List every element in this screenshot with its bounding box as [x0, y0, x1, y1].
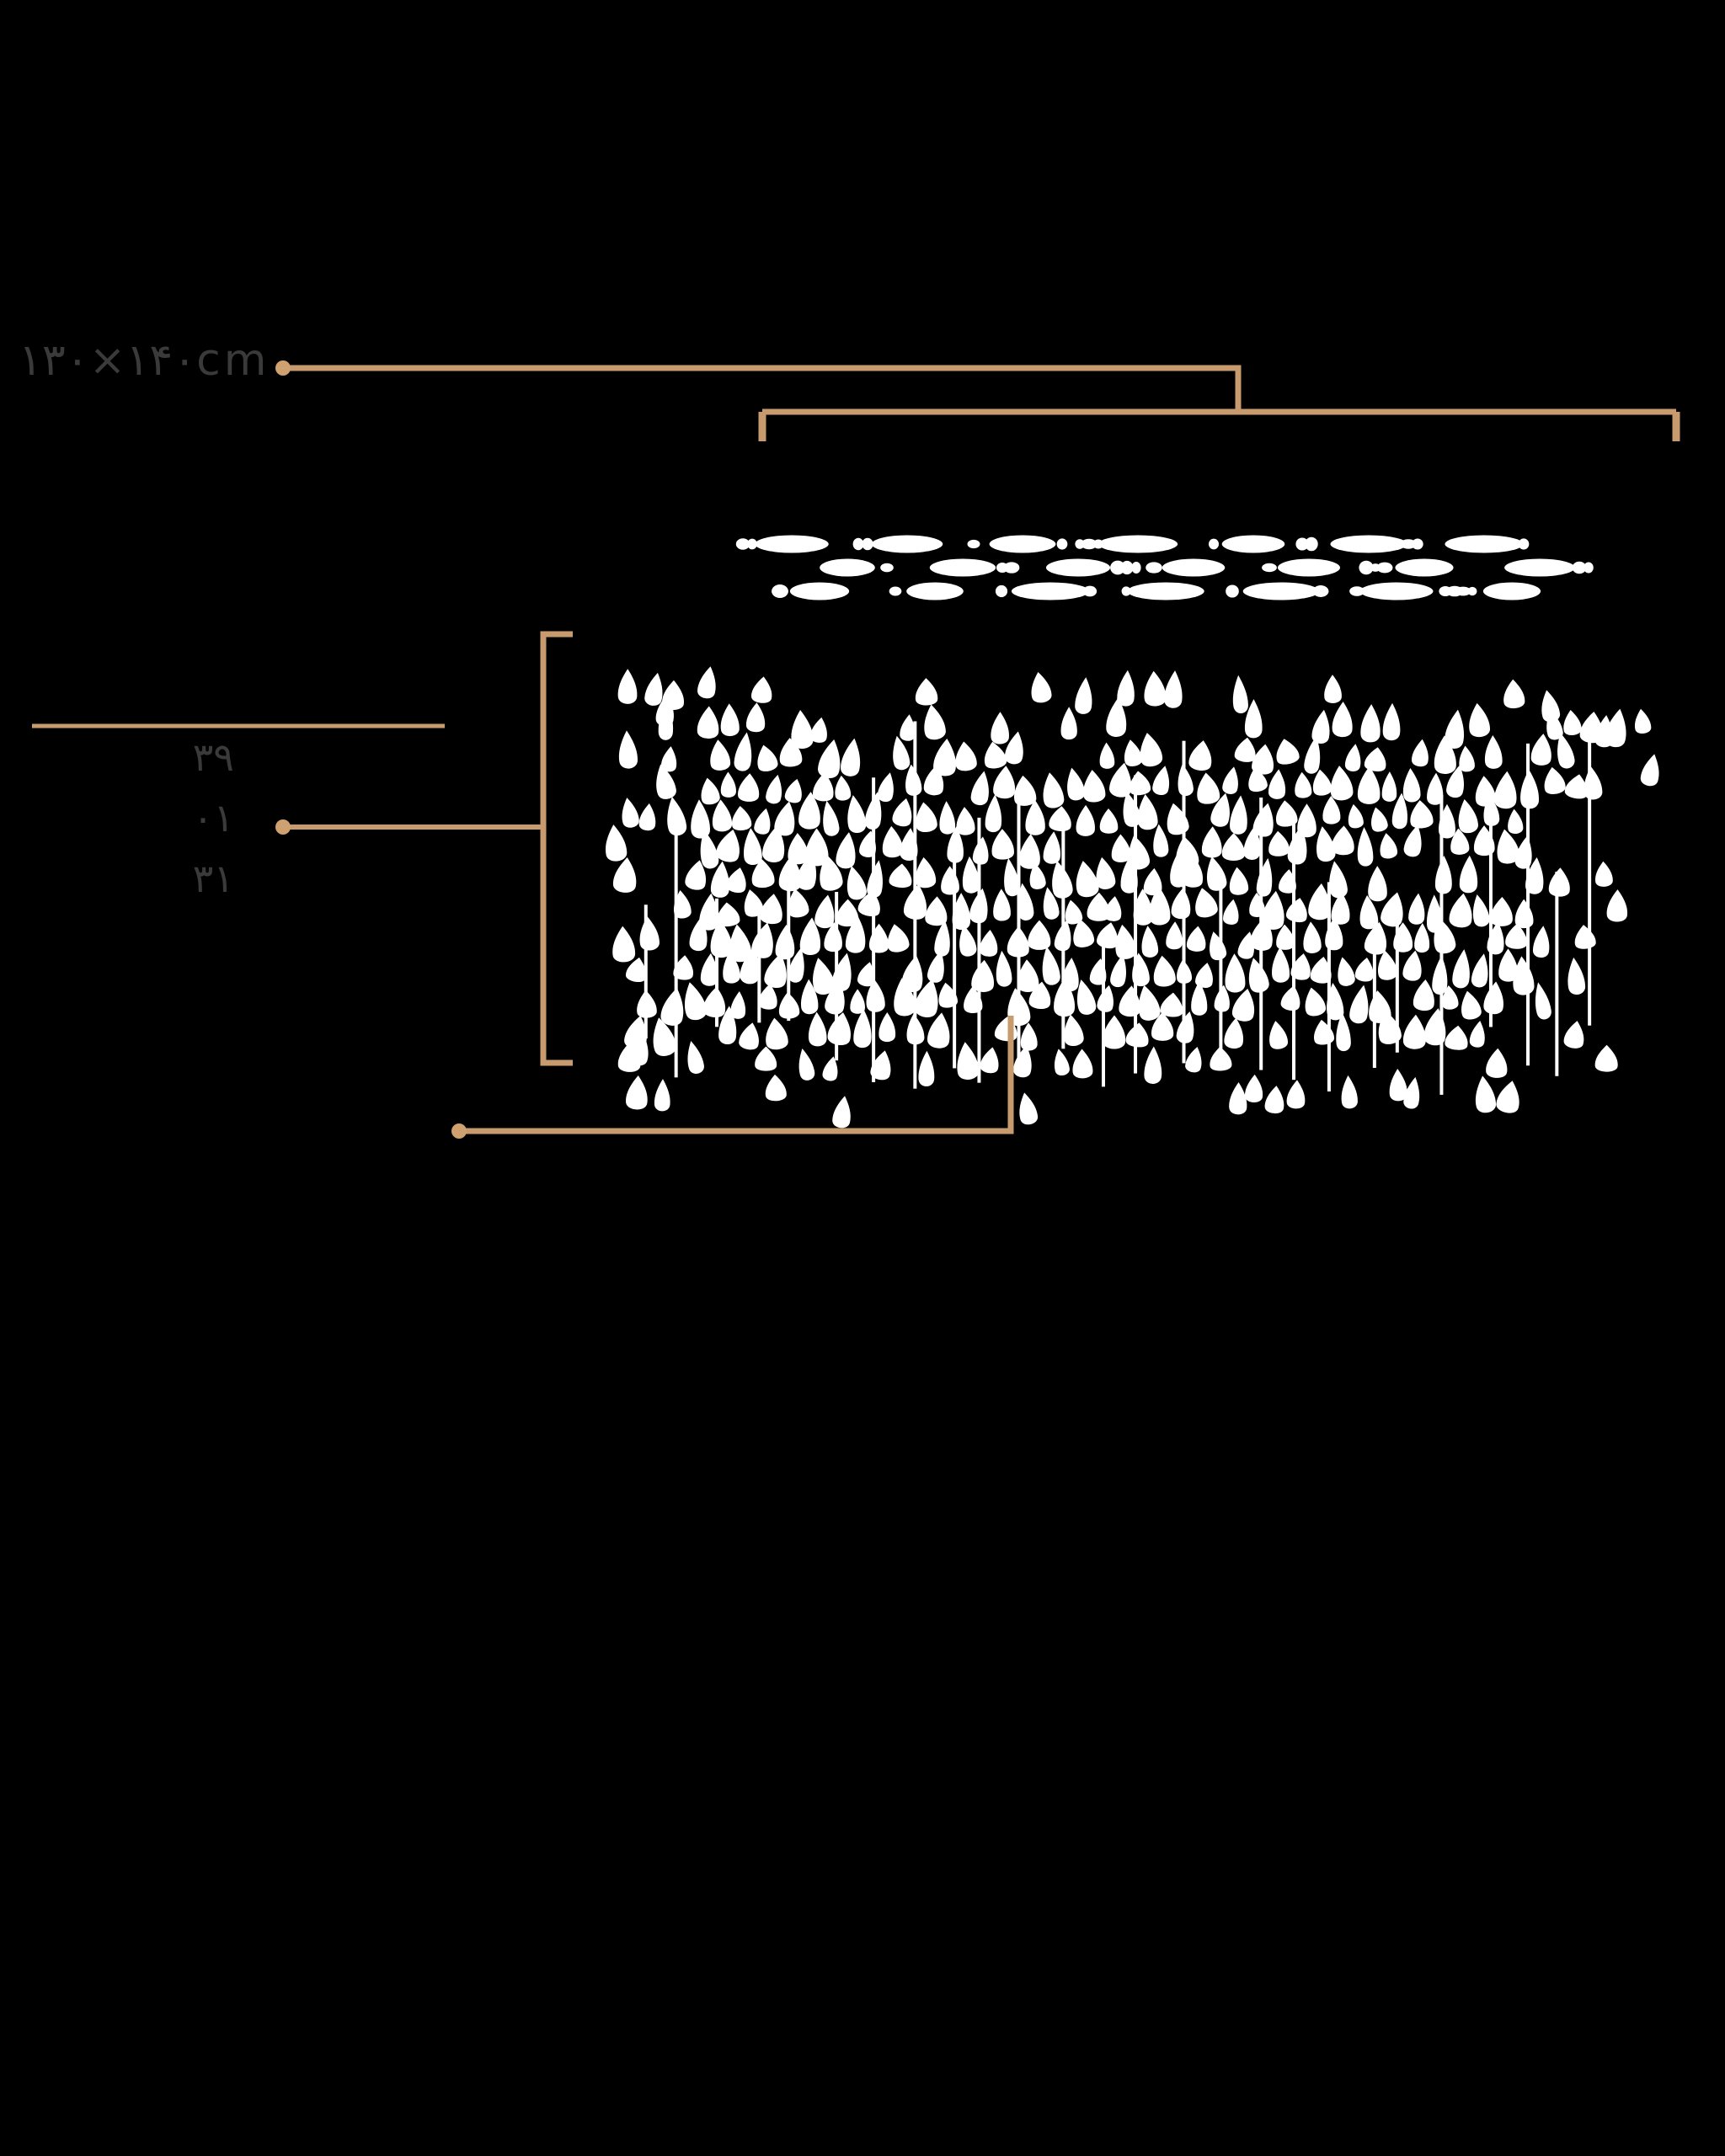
lozenge-band	[735, 535, 1594, 600]
callout-dot[interactable]	[451, 1123, 467, 1139]
size-label: ۱۳۰×۱۴۰cm	[19, 335, 270, 386]
callout-dot[interactable]	[275, 819, 291, 835]
width-dimension-callout[interactable]	[275, 360, 1680, 441]
measure-value-1: ۹۳	[192, 734, 234, 780]
pattern-detail-callout[interactable]	[451, 1016, 1014, 1139]
callout-dot[interactable]	[275, 360, 291, 376]
height-dimension-bracket[interactable]	[275, 631, 573, 1066]
measure-value-3: ۱۳	[192, 856, 234, 901]
petal-field	[606, 666, 1659, 1129]
measure-value-2: ۱۰	[192, 795, 234, 841]
